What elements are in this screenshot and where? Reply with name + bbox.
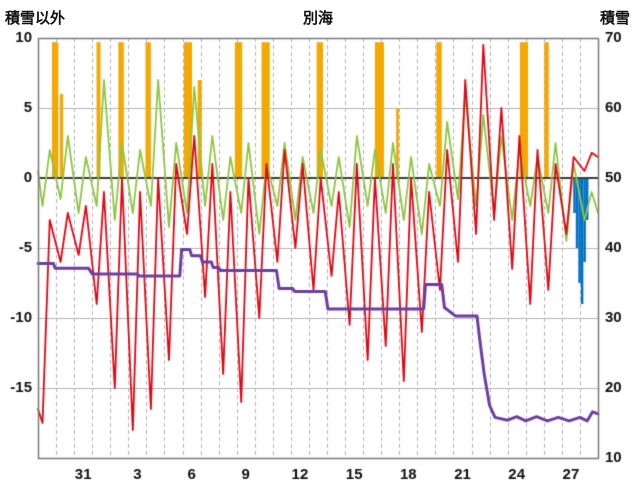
left-axis-title: 積雪以外 — [5, 10, 66, 27]
chart-title: 別海 — [302, 10, 334, 27]
right-axis-title: 積雪 — [599, 10, 630, 27]
